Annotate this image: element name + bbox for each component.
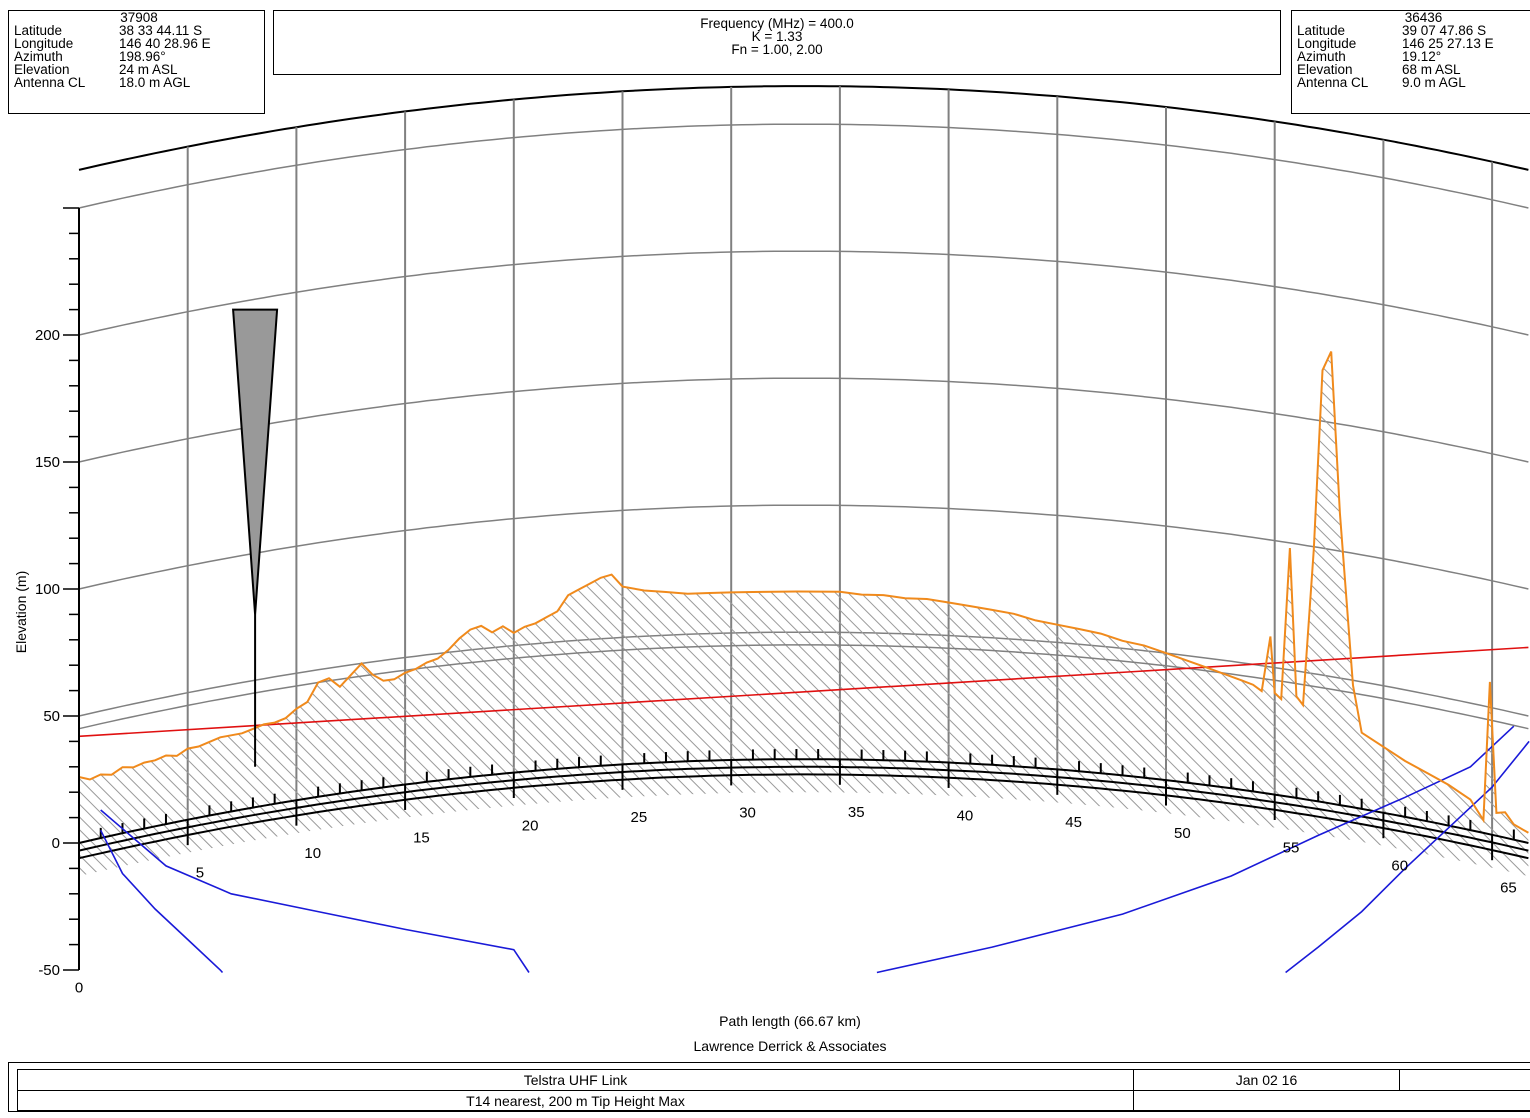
site-a-row: Latitude 38 33 44.11 S — [14, 23, 264, 38]
grid-curve — [78, 123, 1529, 209]
row-label: Longitude — [1297, 36, 1357, 51]
frequency-box: Frequency (MHz) = 400.0 K = 1.33 Fn = 1.… — [273, 10, 1281, 75]
earth-bulge — [78, 749, 1529, 861]
terrain-line — [78, 351, 1529, 834]
y-tick-label: -50 — [38, 962, 60, 979]
path-profile-chart: -50 0 50 100 150 200 0 5 10 15 20 25 30 35 40 45 50 55 60… — [35, 85, 1530, 997]
row-value: 19.12° — [1402, 49, 1442, 64]
row-label: Azimuth — [14, 49, 63, 64]
x-tick-label: 65 — [1500, 880, 1517, 897]
fresnel-curve — [99, 829, 224, 974]
date-label: Jan 02 16 — [1134, 1070, 1400, 1091]
site-b-row: Azimuth 19.12° — [1297, 49, 1530, 64]
x-tick-label: 15 — [413, 829, 430, 846]
x-tick-label: 35 — [848, 804, 865, 821]
row-label: Latitude — [14, 23, 63, 38]
y-axis-title: Elevation (m) — [13, 570, 29, 654]
earth-line — [78, 773, 1529, 860]
x-tick-label: 30 — [739, 805, 756, 822]
site-a-row: Antenna CL 18.0 m AGL — [14, 75, 264, 90]
y-tick-label: 200 — [35, 327, 60, 344]
fresnel-curve — [876, 725, 1515, 974]
title-cell-empty — [1400, 1070, 1530, 1091]
y-tick-label: 150 — [35, 454, 60, 471]
fresnel-curve — [100, 809, 530, 973]
site-b-row: Elevation 68 m ASL — [1297, 62, 1530, 77]
row-label: Antenna CL — [14, 75, 86, 90]
x-tick-label: 25 — [631, 809, 648, 826]
x-tick-label: 40 — [957, 807, 974, 824]
site-b-row: Longitude 146 25 27.13 E — [1297, 36, 1530, 51]
row-value: 198.96° — [119, 49, 166, 64]
row-value: 39 07 47.86 S — [1402, 23, 1487, 38]
row-value: 146 40 28.96 E — [119, 36, 211, 51]
x-tick-label: 20 — [522, 817, 539, 834]
los-line — [78, 646, 1529, 738]
site-b-row: Antenna CL 9.0 m AGL — [1297, 75, 1530, 90]
x-axis-title: Path length (66.67 km) — [719, 1013, 861, 1029]
row-value: 18.0 m AGL — [119, 75, 191, 90]
x-tick-label: 60 — [1391, 858, 1408, 875]
fresnel-curve — [1285, 740, 1530, 974]
x-tick-label: 45 — [1065, 814, 1082, 831]
curved-grid — [78, 85, 1529, 844]
link-note: T14 nearest, 200 m Tip Height Max — [18, 1091, 1134, 1111]
line-of-sight — [78, 646, 1529, 738]
grid-curve — [78, 377, 1529, 463]
row-value: 146 25 27.13 E — [1402, 36, 1494, 51]
company-name: Lawrence Derrick & Associates — [693, 1038, 887, 1054]
row-value: 38 33 44.11 S — [119, 23, 203, 38]
k-factor-label: K = 1.33 — [751, 29, 803, 44]
row-value: 68 m ASL — [1402, 62, 1461, 77]
earth-line — [78, 758, 1529, 844]
earth-line — [78, 765, 1529, 852]
row-label: Longitude — [14, 36, 74, 51]
terrain-profile — [78, 351, 1529, 834]
x-tick-label: 5 — [196, 864, 204, 881]
row-label: Latitude — [1297, 23, 1346, 38]
site-a-row: Elevation 24 m ASL — [14, 62, 264, 77]
site-b-id: 36436 — [1404, 10, 1443, 25]
title-block: Telstra UHF Link Jan 02 16 T14 nearest, … — [8, 1062, 1530, 1112]
y-tick-label: 50 — [43, 708, 60, 725]
x-tick-label: 10 — [304, 845, 321, 862]
top-curve — [78, 85, 1529, 171]
terrain-hatch — [79, 351, 1529, 876]
antenna-marker — [232, 308, 279, 767]
y-axis: -50 0 50 100 150 200 — [35, 207, 80, 979]
row-label: Antenna CL — [1297, 75, 1369, 90]
x-tick-label: 55 — [1283, 839, 1300, 856]
row-label: Elevation — [1297, 62, 1353, 77]
frequency-label: Frequency (MHz) = 400.0 — [700, 16, 854, 31]
x-axis-labels: 0 5 10 15 20 25 30 35 40 45 50 55 60 65 — [75, 804, 1517, 997]
antenna-triangle — [232, 308, 279, 615]
fresnel-label: Fn = 1.00, 2.00 — [731, 42, 823, 57]
row-label: Azimuth — [1297, 49, 1346, 64]
grid-curve — [78, 250, 1529, 336]
grid-curve — [78, 504, 1529, 590]
site-a-row: Azimuth 198.96° — [14, 49, 264, 64]
site-a-info: 37908 Latitude 38 33 44.11 S Longitude 146 … — [8, 10, 265, 114]
site-b-row: Latitude 39 07 47.86 S — [1297, 23, 1530, 38]
row-value: 9.0 m AGL — [1402, 75, 1466, 90]
row-label: Elevation — [14, 62, 70, 77]
x-tick-label: 0 — [75, 980, 83, 997]
x-tick-label: 50 — [1174, 825, 1191, 842]
y-tick-label: 0 — [52, 835, 60, 852]
y-tick-label: 100 — [35, 581, 60, 598]
site-b-info: 36436 Latitude 39 07 47.86 S Longitude 146 … — [1291, 10, 1530, 114]
link-name: Telstra UHF Link — [18, 1070, 1134, 1091]
site-a-id: 37908 — [120, 10, 158, 25]
row-value: 24 m ASL — [119, 62, 178, 77]
site-a-row: Longitude 146 40 28.96 E — [14, 36, 264, 51]
fresnel-zones — [99, 725, 1530, 974]
